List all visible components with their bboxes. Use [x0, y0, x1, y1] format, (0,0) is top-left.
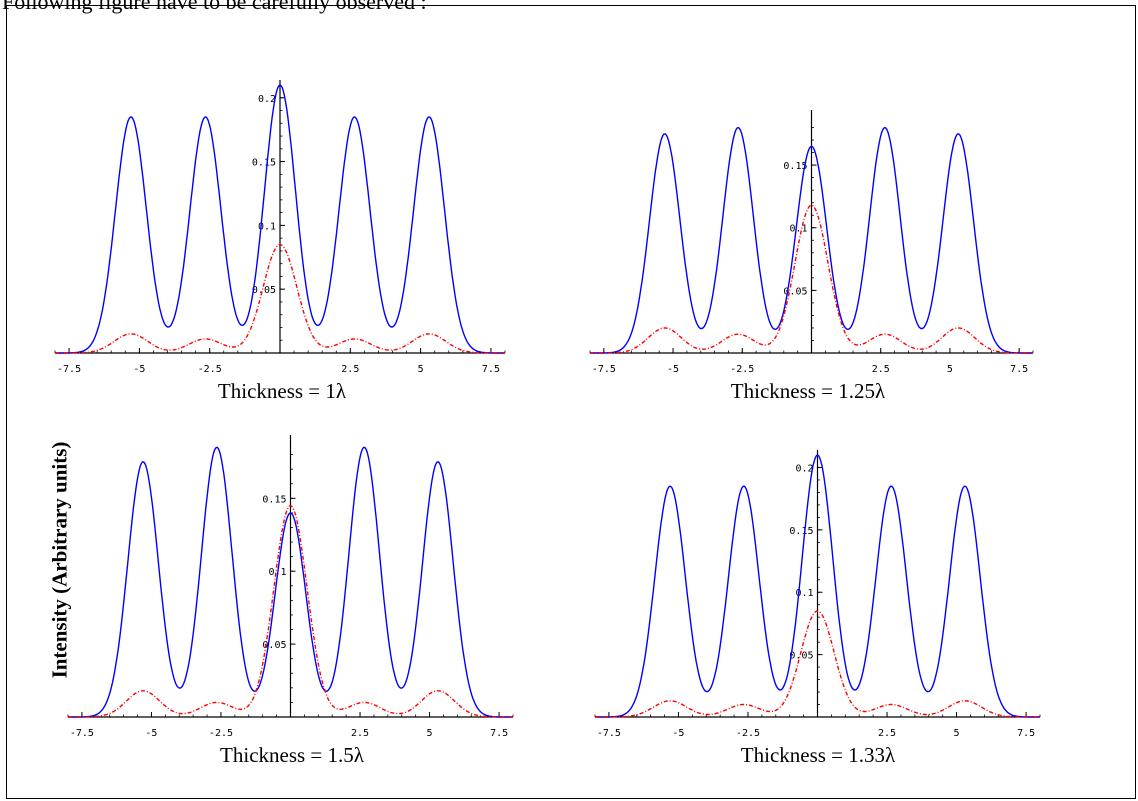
- x-tick-label: 7.5: [1010, 364, 1028, 375]
- plot-caption: Thickness = 1.5λ: [220, 743, 365, 767]
- x-tick-label: 2.5: [878, 728, 896, 739]
- x-tick-label: 5: [954, 728, 960, 739]
- y-tick-label: 0.15: [252, 158, 276, 169]
- x-tick-label: 5: [427, 728, 433, 739]
- x-tick-label: -2.5: [736, 728, 760, 739]
- x-tick-label: 2.5: [351, 728, 369, 739]
- y-tick-label: 0.05: [262, 640, 286, 651]
- y-tick-label: 0.15: [789, 526, 813, 537]
- y-tick-label: 0.1: [789, 224, 807, 235]
- plot-caption: Thickness = 1.25λ: [731, 379, 886, 403]
- frame-divider: [6, 397, 7, 411]
- x-tick-label: 7.5: [1017, 728, 1035, 739]
- x-tick-label: 7.5: [490, 728, 508, 739]
- x-tick-label: -5: [145, 728, 157, 739]
- y-tick-label: 0.05: [252, 285, 276, 296]
- x-tick-label: -2.5: [209, 728, 233, 739]
- x-tick-label: -5: [667, 364, 679, 375]
- red-series-line: [68, 504, 513, 718]
- x-tick-label: 5: [947, 364, 953, 375]
- y-tick-label: 0.15: [262, 494, 286, 505]
- x-tick-label: -7.5: [597, 728, 621, 739]
- plot-caption: Thickness = 1.33λ: [741, 743, 896, 767]
- x-tick-label: 7.5: [482, 364, 500, 375]
- y-tick-label: 0.15: [783, 161, 807, 172]
- x-tick-label: -5: [672, 728, 684, 739]
- y-tick-label: 0.2: [795, 463, 813, 474]
- x-tick-label: -5: [133, 364, 145, 375]
- x-tick-label: -2.5: [198, 364, 222, 375]
- x-tick-label: -2.5: [730, 364, 754, 375]
- x-tick-label: 2.5: [341, 364, 359, 375]
- blue-series-line: [55, 84, 505, 354]
- y-tick-label: 0.1: [258, 221, 276, 232]
- red-series-line: [590, 204, 1033, 354]
- blue-series-line: [68, 446, 513, 718]
- y-tick-label: 0.05: [789, 651, 813, 662]
- blue-series-line: [595, 454, 1040, 718]
- x-tick-label: 2.5: [872, 364, 890, 375]
- x-tick-label: -7.5: [592, 364, 616, 375]
- x-tick-label: -7.5: [57, 364, 81, 375]
- header-text: Following figure have to be carefully ob…: [2, 0, 427, 14]
- y-tick-label: 0.2: [258, 94, 276, 105]
- blue-series-line: [590, 126, 1033, 354]
- y-tick-label: 0.05: [783, 286, 807, 297]
- red-series-line: [595, 610, 1040, 718]
- y-tick-label: 0.1: [795, 588, 813, 599]
- x-tick-label: 5: [418, 364, 424, 375]
- red-series-line: [55, 243, 505, 354]
- x-tick-label: -7.5: [70, 728, 94, 739]
- plot-caption: Thickness = 1λ: [218, 379, 347, 403]
